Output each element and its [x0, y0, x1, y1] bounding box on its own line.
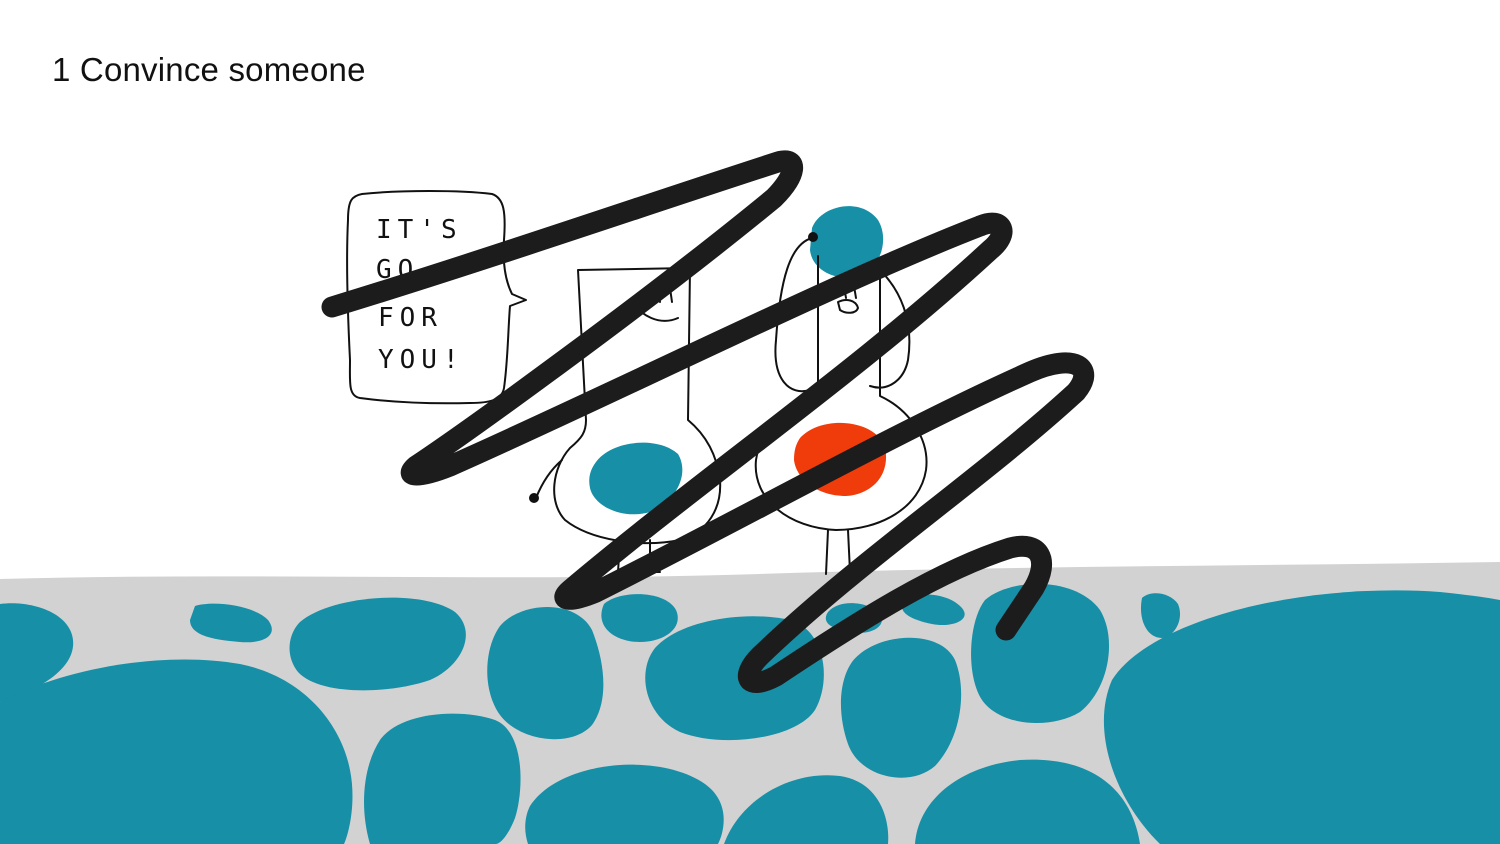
slide-title: 1 Convince someone [52, 51, 366, 88]
bubble-line-4: YOU! [378, 345, 465, 375]
stone [487, 607, 604, 740]
stone [601, 594, 678, 642]
character-right-hat [810, 206, 884, 278]
stone [1103, 590, 1500, 844]
stone [840, 637, 962, 778]
stone [190, 603, 272, 643]
stone [289, 597, 466, 691]
character-left-belly [589, 442, 683, 515]
bubble-line-3: FOR [378, 303, 443, 333]
stone [724, 775, 889, 844]
stone [525, 764, 724, 844]
stone [364, 713, 521, 844]
stone [915, 759, 1140, 844]
stone [971, 583, 1110, 724]
stone [0, 659, 353, 844]
stone [1140, 593, 1181, 638]
scribble-icon [321, 150, 1095, 693]
stone [902, 594, 965, 626]
bubble-line-1: IT'S [376, 215, 463, 245]
stone [0, 603, 74, 702]
